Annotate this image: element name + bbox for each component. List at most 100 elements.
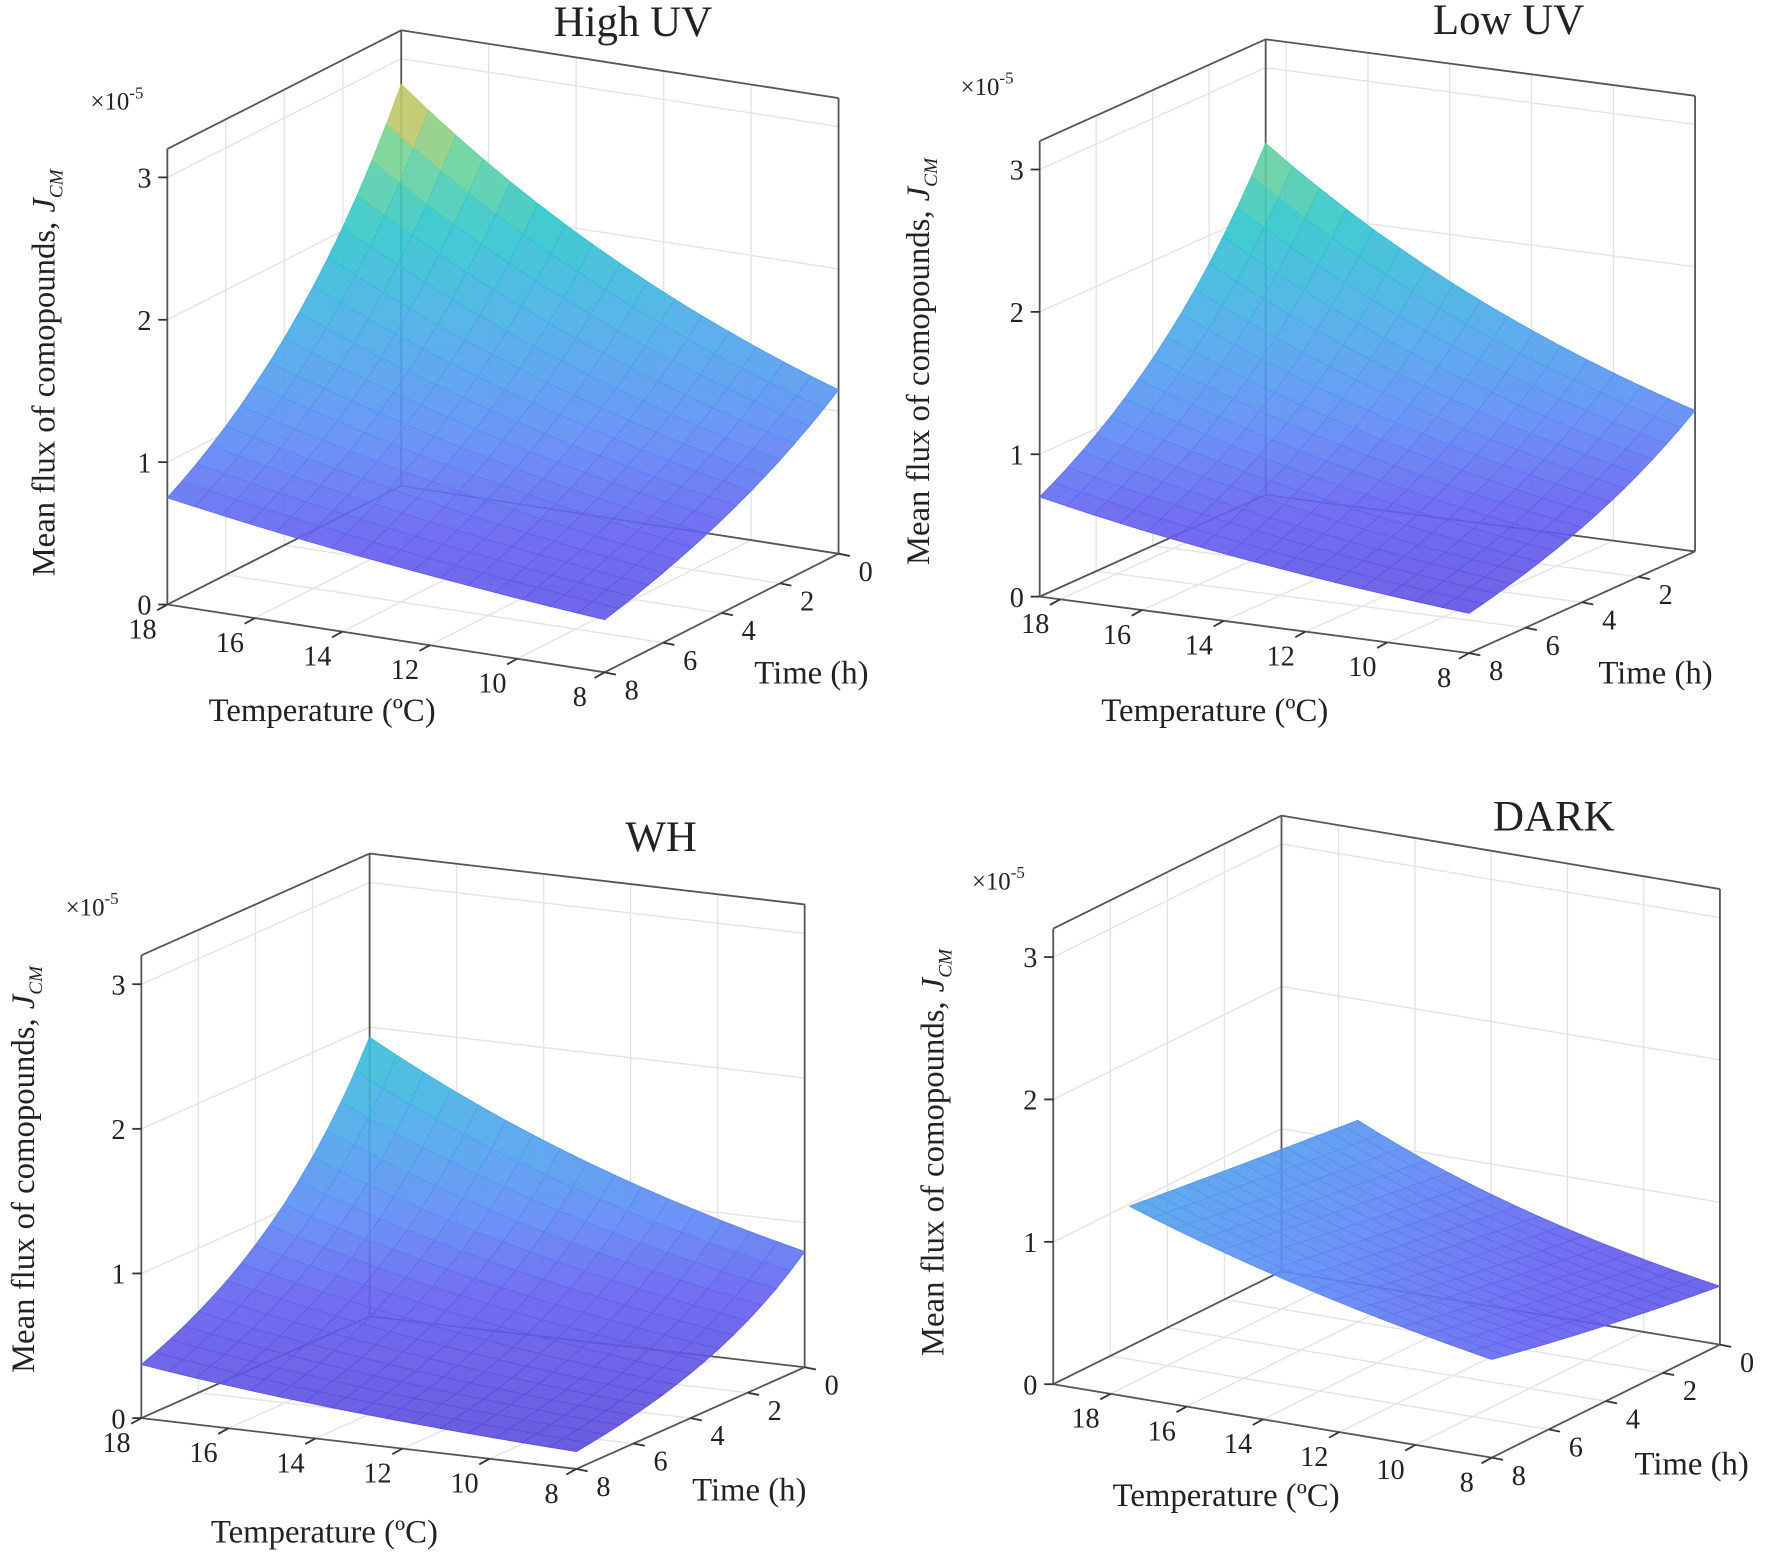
y-tick-label: 0 xyxy=(859,557,873,588)
surface-patch xyxy=(1653,398,1696,429)
y-tick-mark xyxy=(662,641,675,646)
y-tick-mark xyxy=(804,1366,817,1371)
y-tick-mark xyxy=(1581,601,1594,606)
y-tick-label: 8 xyxy=(1512,1461,1526,1492)
x-tick-label: 8 xyxy=(544,1479,558,1510)
x-tick-mark xyxy=(419,644,431,652)
x-axis-label: Temperature (ºC) xyxy=(1101,693,1328,729)
y-tick-label: 2 xyxy=(1683,1376,1697,1407)
z-axis-label: Mean flux of comopounds, JCM xyxy=(916,948,957,1356)
y-tick-mark xyxy=(1719,1343,1732,1348)
y-tick-mark xyxy=(604,671,617,676)
y-axis-label: Time (h) xyxy=(1598,656,1712,692)
y-tick-label: 8 xyxy=(1489,656,1503,687)
y-tick-label: 8 xyxy=(596,1472,610,1503)
gridline-z xyxy=(1281,985,1721,1061)
z-axis-label-text: Mean flux of comopounds, xyxy=(6,1018,42,1373)
x-tick-label: 14 xyxy=(303,642,331,673)
z-tick-label: 3 xyxy=(1010,156,1024,187)
x-axis-line xyxy=(1039,595,1470,655)
y-tick-label: 4 xyxy=(711,1421,725,1452)
y-tick-mark xyxy=(1491,1456,1504,1461)
z-tick-label: 0 xyxy=(111,1404,125,1435)
surface-patch xyxy=(1681,1278,1722,1292)
z-tick-label: 2 xyxy=(1010,298,1024,329)
y-tick-label: 6 xyxy=(654,1447,668,1478)
z-axis-label-text: Mean flux of comopounds, xyxy=(916,1001,952,1356)
x-tick-label: 16 xyxy=(216,628,244,659)
multiplier-base: ×10 xyxy=(972,868,1011,895)
z-multiplier: ×10-5 xyxy=(972,863,1025,895)
z-tick-label: 0 xyxy=(1010,583,1024,614)
gridline-y xyxy=(1096,570,1526,629)
x-tick-label: 18 xyxy=(102,1428,130,1459)
x-tick-mark xyxy=(244,617,256,625)
z-axis-label-text: Mean flux of comopounds, xyxy=(26,222,62,577)
z-tick-label: 3 xyxy=(111,970,125,1001)
multiplier-exponent: -5 xyxy=(999,69,1013,88)
gridline-z xyxy=(369,881,805,935)
multiplier-base: ×10 xyxy=(961,74,1000,101)
x-tick-mark xyxy=(478,1457,490,1466)
z-symbol: J xyxy=(6,993,42,1009)
y-tick-label: 0 xyxy=(1740,1348,1754,1379)
plot-title: DARK xyxy=(1493,794,1615,841)
axis-box-edge xyxy=(1052,1270,1282,1386)
y-tick-mark xyxy=(747,1391,760,1396)
x-tick-mark xyxy=(1294,630,1306,639)
x-tick-mark xyxy=(506,657,518,666)
x-tick-mark xyxy=(1458,652,1470,660)
x-tick-mark xyxy=(391,1447,403,1456)
plot-title: High UV xyxy=(554,0,713,46)
y-tick-label: 2 xyxy=(768,1396,782,1427)
x-axis-label: Temperature (ºC) xyxy=(211,1514,438,1550)
z-subscript: CM xyxy=(921,157,942,187)
x-tick-mark xyxy=(1376,641,1388,649)
axis-box-edge xyxy=(401,29,839,99)
z-symbol: J xyxy=(916,976,952,992)
y-axis-label: Time (h) xyxy=(754,656,868,692)
x-tick-label: 12 xyxy=(363,1459,391,1490)
x-tick-label: 8 xyxy=(1437,663,1451,694)
z-axis-label: Mean flux of comopounds, JCM xyxy=(901,157,942,565)
y-tick-label: 6 xyxy=(683,646,697,677)
z-tick-label: 1 xyxy=(1023,1228,1037,1259)
surface-mesh xyxy=(166,83,840,621)
y-tick-label: 2 xyxy=(800,586,814,617)
axis-box-edge xyxy=(166,29,402,150)
y-tick-mark xyxy=(690,1417,702,1422)
multiplier-exponent: -5 xyxy=(1011,863,1025,882)
z-tick-label: 3 xyxy=(1023,943,1037,974)
x-tick-label: 8 xyxy=(573,682,587,713)
x-tick-mark xyxy=(565,1468,577,1476)
z-tick-label: 1 xyxy=(1010,440,1024,471)
y-tick-mark xyxy=(838,552,851,557)
y-tick-label: 6 xyxy=(1569,1433,1583,1464)
x-tick-label: 14 xyxy=(276,1448,304,1479)
y-tick-label: 4 xyxy=(1626,1404,1640,1435)
x-tick-mark xyxy=(1252,1418,1264,1426)
x-tick-mark xyxy=(130,1417,142,1425)
axis-box-edge xyxy=(369,852,805,906)
x-tick-mark xyxy=(1328,1431,1340,1439)
z-axis-label-text: Mean flux of comopounds, xyxy=(901,210,937,565)
gridline-z xyxy=(1265,67,1696,125)
gridline-y xyxy=(225,574,664,644)
x-tick-mark xyxy=(331,630,343,639)
y-tick-label: 4 xyxy=(742,616,756,647)
x-axis-line xyxy=(1053,1383,1492,1459)
y-tick-label: 6 xyxy=(1546,631,1560,662)
y-tick-mark xyxy=(1638,575,1651,580)
axis-box-edge xyxy=(140,852,370,957)
multiplier-base: ×10 xyxy=(91,89,130,116)
x-axis-line xyxy=(141,1417,577,1470)
x-tick-label: 12 xyxy=(1300,1442,1328,1473)
x-tick-label: 10 xyxy=(1348,652,1376,683)
multiplier-base: ×10 xyxy=(66,894,105,921)
y-tick-mark xyxy=(1662,1372,1675,1377)
y-tick-mark xyxy=(576,1468,588,1473)
x-tick-label: 16 xyxy=(1103,620,1131,651)
